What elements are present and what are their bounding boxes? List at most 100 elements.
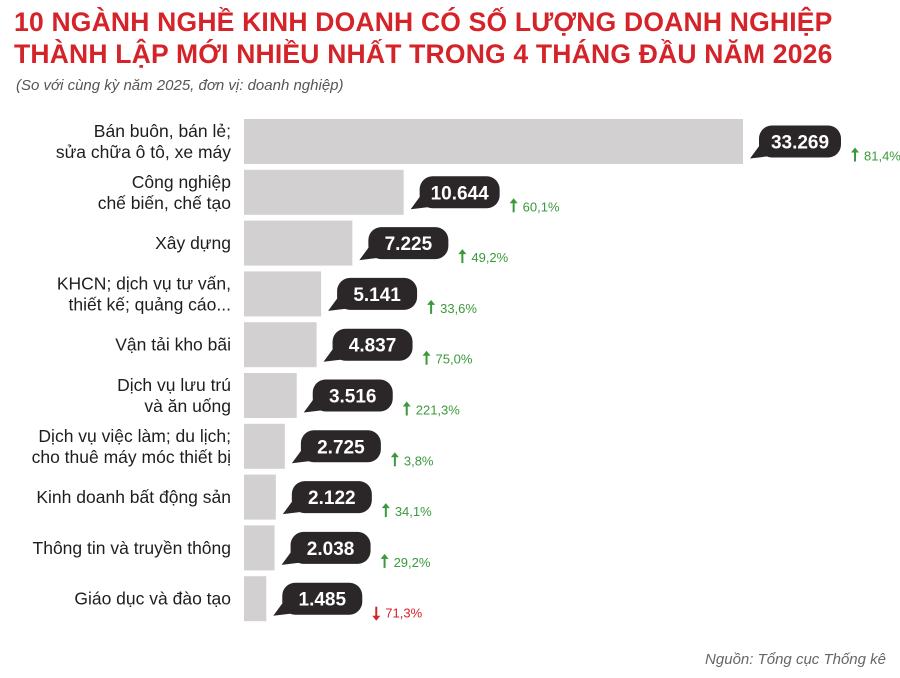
bar [244,322,317,368]
arrow-head [509,198,518,204]
change-label: 34,1% [395,504,432,519]
arrow-head [402,401,411,407]
value-bubble-body [368,227,449,260]
data-label: 1.485 [299,590,347,611]
category-label-line: cho thuê máy móc thiết bị [32,447,231,467]
category-label-line: Giáo dục và đào tạo [74,589,231,609]
bar [244,271,322,317]
category-label-line: và ăn uống [144,396,231,416]
arrow-up-icon [390,452,399,467]
value-bubble: 4.837 [323,328,413,362]
value-bubble: 2.038 [281,531,371,565]
bar [244,474,276,520]
value-bubble-tail [328,295,354,311]
value-bubble-tail [291,448,317,464]
source-note: Nguồn: Tổng cục Thống kê [705,651,886,668]
category-label: Kinh doanh bất động sản [36,487,231,507]
category-label: Công nghiệp chế biến, chế tạo [98,172,231,213]
value-bubble: 2.122 [282,481,372,515]
value-bubble: 1.485 [273,582,363,616]
data-label: 33.269 [771,133,829,154]
arrow-head [381,503,390,509]
category-label-line: chế biến, chế tạo [98,193,231,213]
change-label: 221,3% [416,403,461,418]
arrow-up-icon [509,198,518,213]
bar [244,525,275,571]
change-label: 71,3% [385,606,422,621]
value-bubble-body [312,379,393,412]
value-bubble-tail [303,397,329,413]
value-bubble-tail [359,245,385,261]
category-label-line: Vận tải kho bãi [115,335,231,355]
data-label: 4.837 [349,336,397,357]
data-label: 7.225 [385,234,433,255]
category-label-line: Dịch vụ lưu trú [117,375,231,395]
value-bubble: 7.225 [359,227,449,261]
category-label: Bán buôn, bán lẻ; sửa chữa ô tô, xe máy [56,121,231,162]
value-bubble: 3.516 [303,379,393,413]
arrow-head [372,615,381,621]
arrow-up-icon [851,147,859,162]
data-label: 3.516 [329,387,377,408]
value-bubble-body [290,531,371,564]
category-label: Thông tin và truyền thông [33,538,231,558]
chart-title-line-1: 10 NGÀNH NGHỀ KINH DOANH CÓ SỐ LƯỢNG DOA… [14,7,833,37]
value-bubble-tail [750,143,775,159]
value-bubble: 2.725 [291,430,381,464]
value-bubble-body [282,582,363,615]
category-label: Xây dựng [155,233,231,253]
data-label: 2.725 [317,437,365,458]
category-label: KHCN; dịch vụ tư vấn, thiết kế; quảng cáo… [57,273,231,314]
value-bubble-body [332,328,413,361]
change-label: 60,1% [523,199,560,214]
data-label: 2.122 [308,488,356,509]
bar [244,119,743,164]
data-label: 10.644 [431,183,490,204]
arrow-head [380,553,389,559]
change-label: 29,2% [394,555,431,570]
arrow-up-icon [427,299,436,314]
value-bubble-body [419,176,500,209]
arrow-down-icon [372,606,381,621]
arrow-up-icon [402,401,411,416]
category-label-line: Dịch vụ việc làm; du lịch; [38,426,231,446]
arrow-up-icon [422,350,431,365]
arrow-head [390,452,399,458]
value-bubble-tail [282,499,308,515]
arrow-up-icon [380,553,389,568]
category-label-line: Công nghiệp [132,172,231,192]
category-label: Giáo dục và đào tạo [74,589,231,609]
arrow-up-icon [381,503,390,518]
bar [244,373,297,418]
value-bubble: 10.644 [410,176,500,210]
category-label-line: Bán buôn, bán lẻ; [94,121,231,141]
arrow-up-icon [458,249,467,264]
category-label-line: Kinh doanh bất động sản [36,487,231,507]
value-bubble: 5.141 [328,277,418,311]
chart-subtitle: (So với cùng kỳ năm 2025, đơn vị: doanh … [16,77,344,94]
category-label-line: KHCN; dịch vụ tư vấn, [57,273,231,293]
change-label: 3,8% [404,453,434,468]
value-bubble-body [337,277,418,310]
arrow-head [851,147,859,153]
category-label-line: Xây dựng [155,233,231,253]
bar [244,423,285,469]
change-label: 49,2% [471,250,508,265]
value-bubble-tail [323,346,349,362]
value-bubble-tail [281,549,307,565]
category-label-line: thiết kế; quảng cáo... [69,294,231,314]
value-bubble: 33.269 [750,125,841,159]
change-label: 33,6% [440,301,477,316]
value-bubble-body [759,125,841,158]
data-label: 5.141 [353,285,401,306]
arrow-head [458,249,467,255]
change-label: 81,4% [864,149,900,164]
change-label: 75,0% [436,352,473,367]
value-bubble-tail [410,194,436,210]
value-bubble-body [291,481,372,514]
value-bubble-tail [273,600,299,616]
category-label: Dịch vụ việc làm; du lịch; cho thuê máy m… [32,426,231,467]
bar [244,576,267,622]
arrow-head [422,350,431,356]
